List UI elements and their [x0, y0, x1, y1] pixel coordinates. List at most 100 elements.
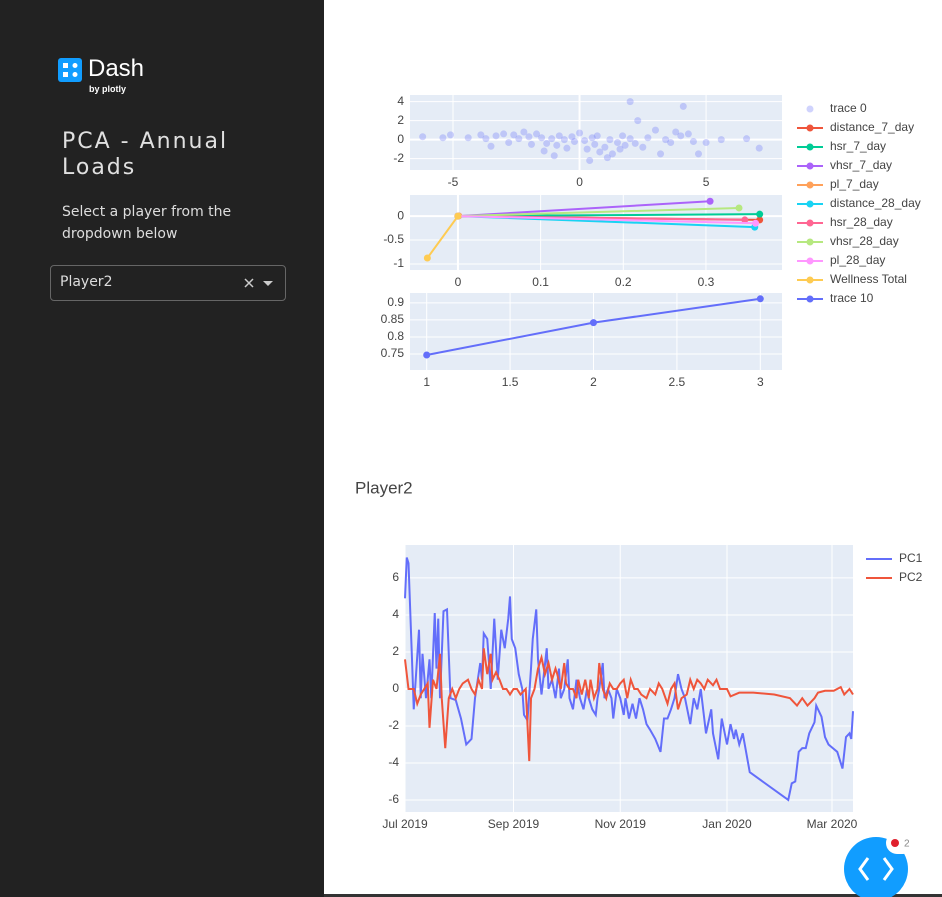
sidebar: Dash by plotly PCA - Annual Loads Select…	[0, 0, 324, 897]
scatter-point	[487, 142, 495, 150]
player-dropdown[interactable]: Player2	[50, 265, 286, 301]
scatter-point	[446, 131, 454, 139]
scatter-point	[419, 133, 427, 141]
scatter-point	[626, 98, 634, 106]
scatter-point	[644, 134, 652, 142]
logo-icon	[58, 58, 82, 82]
y-tick-label: 0	[397, 208, 404, 222]
scatter-point	[505, 138, 513, 146]
y-tick-label: 0.75	[381, 346, 405, 360]
scatter-point	[555, 132, 563, 140]
series-line	[457, 215, 756, 225]
scatter-point	[608, 150, 616, 158]
scatter-point	[667, 138, 675, 146]
scatter-point	[689, 138, 697, 146]
legend-label[interactable]: hsr_7_day	[830, 139, 886, 153]
legend-marker	[806, 162, 814, 170]
scatter-point	[515, 135, 523, 143]
x-tick-label: 0.3	[698, 275, 715, 289]
y-tick-label: -1	[393, 256, 404, 270]
legend-label[interactable]: pl_7_day	[830, 177, 879, 191]
legend-label[interactable]: vhsr_28_day	[830, 234, 899, 248]
scatter-point	[581, 137, 589, 145]
logo-glyph	[63, 63, 78, 77]
scatter-point	[477, 131, 485, 139]
scatter-point	[492, 132, 500, 140]
legend-label[interactable]: trace 0	[830, 101, 867, 115]
x-tick-label: 1	[423, 375, 430, 389]
logo-text[interactable]: Dash	[88, 55, 145, 82]
scatter-point	[672, 128, 680, 136]
y-tick-label: 0	[397, 132, 404, 146]
series-marker	[741, 216, 749, 224]
legend-symbol	[806, 105, 814, 113]
legend-label[interactable]: PC1	[899, 551, 923, 565]
scatter-point	[560, 136, 568, 144]
y-tick-label: -2	[393, 151, 404, 165]
x-tick-label: 5	[703, 175, 710, 189]
legend-label[interactable]: PC2	[899, 570, 923, 584]
clear-icon[interactable]	[244, 278, 254, 288]
legend-marker	[806, 143, 814, 151]
scatter-point	[596, 148, 604, 156]
scatter-point	[543, 139, 551, 147]
scatter-point	[500, 130, 508, 138]
y-tick-label: 6	[392, 570, 399, 584]
y-tick-label: 0	[392, 681, 399, 695]
y-tick-label: 0.9	[387, 295, 404, 309]
y-tick-label: 0.8	[387, 329, 404, 343]
scatter-point	[657, 150, 665, 158]
legend-marker	[806, 295, 814, 303]
scatter-point	[662, 136, 670, 144]
x-tick-label: 2.5	[669, 375, 686, 389]
scatter-point	[684, 130, 692, 138]
y-tick-label: 0.85	[381, 312, 405, 326]
scatter-point	[634, 117, 642, 125]
y-tick-label: -6	[388, 792, 399, 806]
x-tick-label: Jan 2020	[702, 817, 752, 831]
scatter-point	[603, 154, 611, 162]
series-marker	[423, 351, 431, 359]
y-tick-label: 4	[392, 607, 399, 621]
scatter-point	[631, 139, 639, 147]
plot-background	[405, 545, 853, 812]
series-line	[404, 557, 854, 802]
debug-button[interactable]: 2	[844, 832, 914, 897]
main-area: Player2 -5 0 5 -2 0 2 4 0 0.1 0.2 0.3 -1 -0.5 0 1 1.5 2 2…	[324, 94, 942, 897]
series-line	[457, 200, 711, 218]
player-title: Player2	[355, 478, 413, 497]
dropdown-controls[interactable]	[243, 276, 277, 290]
scatter-point	[626, 135, 634, 143]
scatter-point	[525, 133, 533, 141]
scatter-point	[639, 143, 647, 151]
x-tick-label: Mar 2020	[807, 817, 858, 831]
legend-label[interactable]: hsr_28_day	[830, 215, 893, 229]
x-tick-label: Jul 2019	[382, 817, 428, 831]
legend-label[interactable]: distance_7_day	[830, 120, 914, 134]
dropdown-value: Player2	[60, 274, 113, 290]
legend-label[interactable]: Wellness Total	[830, 272, 907, 286]
y-tick-label: -0.5	[383, 232, 404, 246]
scatter-point	[677, 132, 685, 140]
legend-marker	[806, 219, 814, 227]
scatter-point	[482, 135, 490, 143]
legend-label[interactable]: pl_28_day	[830, 253, 885, 267]
scatter-point	[702, 138, 710, 146]
legend-marker	[806, 257, 814, 265]
legend-label[interactable]: distance_28_day	[830, 196, 921, 210]
scatter-point	[527, 140, 535, 148]
scatter-point	[743, 135, 751, 143]
legend-marker	[806, 238, 814, 246]
legend-label[interactable]: trace 10	[830, 291, 874, 305]
plot-background	[410, 195, 782, 270]
scatter-point	[568, 133, 576, 141]
scatter-point	[550, 152, 558, 160]
y-tick-label: 2	[392, 644, 399, 658]
series-marker	[423, 254, 431, 262]
scatter-point	[439, 134, 447, 142]
series-marker	[756, 210, 764, 218]
caret-icon[interactable]	[263, 281, 273, 286]
badge-count: 2	[904, 839, 910, 850]
legend-label[interactable]: vhsr_7_day	[830, 158, 892, 172]
